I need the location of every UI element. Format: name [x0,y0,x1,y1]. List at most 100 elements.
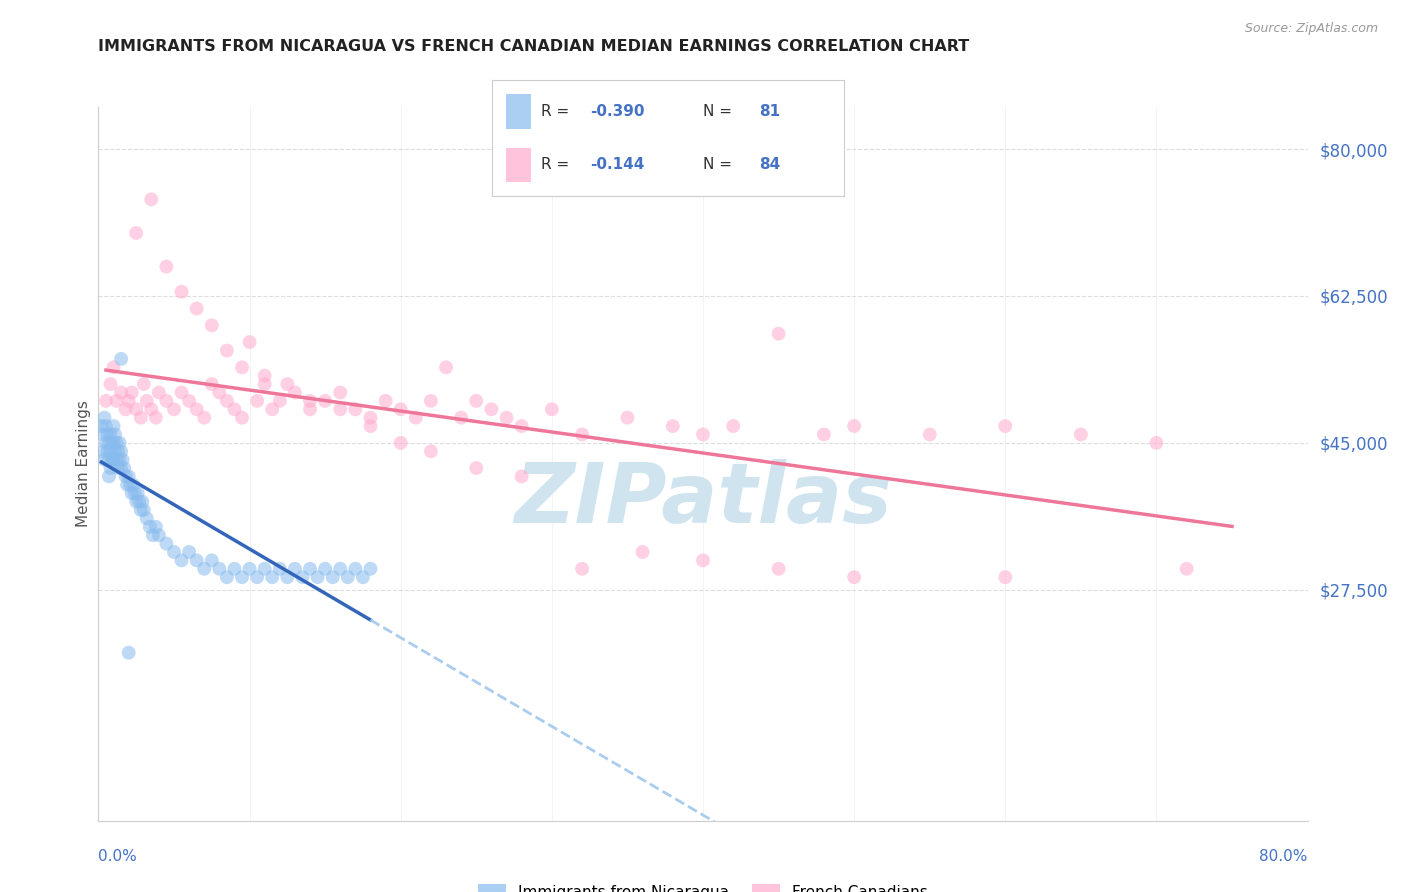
Point [389,435,412,450]
Point [135,393,157,408]
Point [108,435,131,450]
Point [121,486,143,500]
Point [100,427,122,442]
Text: R =: R = [541,157,575,172]
Point [93,452,115,467]
Point [322,570,344,584]
Point [405,410,427,425]
Point [111,452,134,467]
Point [450,410,472,425]
Point [141,193,163,207]
Point [231,360,253,375]
Point [100,377,122,392]
Point [170,553,193,567]
Point [105,452,128,467]
Point [276,570,298,584]
Point [91,427,114,442]
Point [122,478,145,492]
Legend: Immigrants from Nicaragua, French Canadians: Immigrants from Nicaragua, French Canadi… [472,878,934,892]
Point [125,494,148,508]
Point [155,393,177,408]
Point [329,402,352,417]
Text: 80.0%: 80.0% [1260,849,1308,863]
Point [571,427,593,442]
Point [262,570,284,584]
Text: R =: R = [541,104,575,120]
Point [284,385,307,400]
Text: 0.0%: 0.0% [98,849,138,863]
Point [692,427,714,442]
Point [145,520,167,534]
Point [571,562,593,576]
Point [616,410,638,425]
Point [103,452,125,467]
Point [108,452,131,467]
Point [163,402,186,417]
Point [101,452,124,467]
Point [141,402,163,417]
Point [98,435,121,450]
Point [239,335,262,350]
Point [284,562,307,576]
Point [125,402,148,417]
Point [844,419,866,434]
Point [299,393,322,408]
Point [434,360,457,375]
Point [465,461,488,475]
Point [142,528,165,542]
Point [329,562,352,576]
Point [110,351,132,366]
Point [344,562,367,576]
Point [994,570,1017,584]
Point [344,402,367,417]
Point [101,435,124,450]
Point [155,536,177,550]
Point [114,469,136,483]
Point [662,419,685,434]
Point [360,562,382,576]
Point [246,393,269,408]
Point [179,393,201,408]
Point [148,385,170,400]
Point [127,486,149,500]
Point [103,435,125,450]
Point [125,226,148,240]
Point [105,393,128,408]
Point [145,410,167,425]
Point [179,545,201,559]
Point [132,377,155,392]
Point [139,520,162,534]
Point [129,503,152,517]
Point [918,427,941,442]
Point [170,385,193,400]
Point [215,343,238,358]
Point [132,503,155,517]
Point [262,402,284,417]
Point [148,528,170,542]
Point [420,444,443,458]
Point [118,646,141,660]
Point [100,444,122,458]
Point [193,410,215,425]
Point [269,393,291,408]
Point [201,553,224,567]
Point [253,377,276,392]
Point [170,285,193,299]
Point [374,393,396,408]
Point [768,326,790,341]
Point [329,385,352,400]
Point [994,419,1017,434]
Point [314,562,336,576]
Point [510,419,533,434]
Text: 81: 81 [759,104,780,120]
Point [420,393,443,408]
Point [128,494,150,508]
Point [269,562,291,576]
Text: ZIPatlas: ZIPatlas [515,459,891,540]
Text: N =: N = [703,104,737,120]
Point [360,410,382,425]
Point [224,562,246,576]
Text: -0.390: -0.390 [591,104,645,120]
Point [768,562,790,576]
Point [121,385,143,400]
